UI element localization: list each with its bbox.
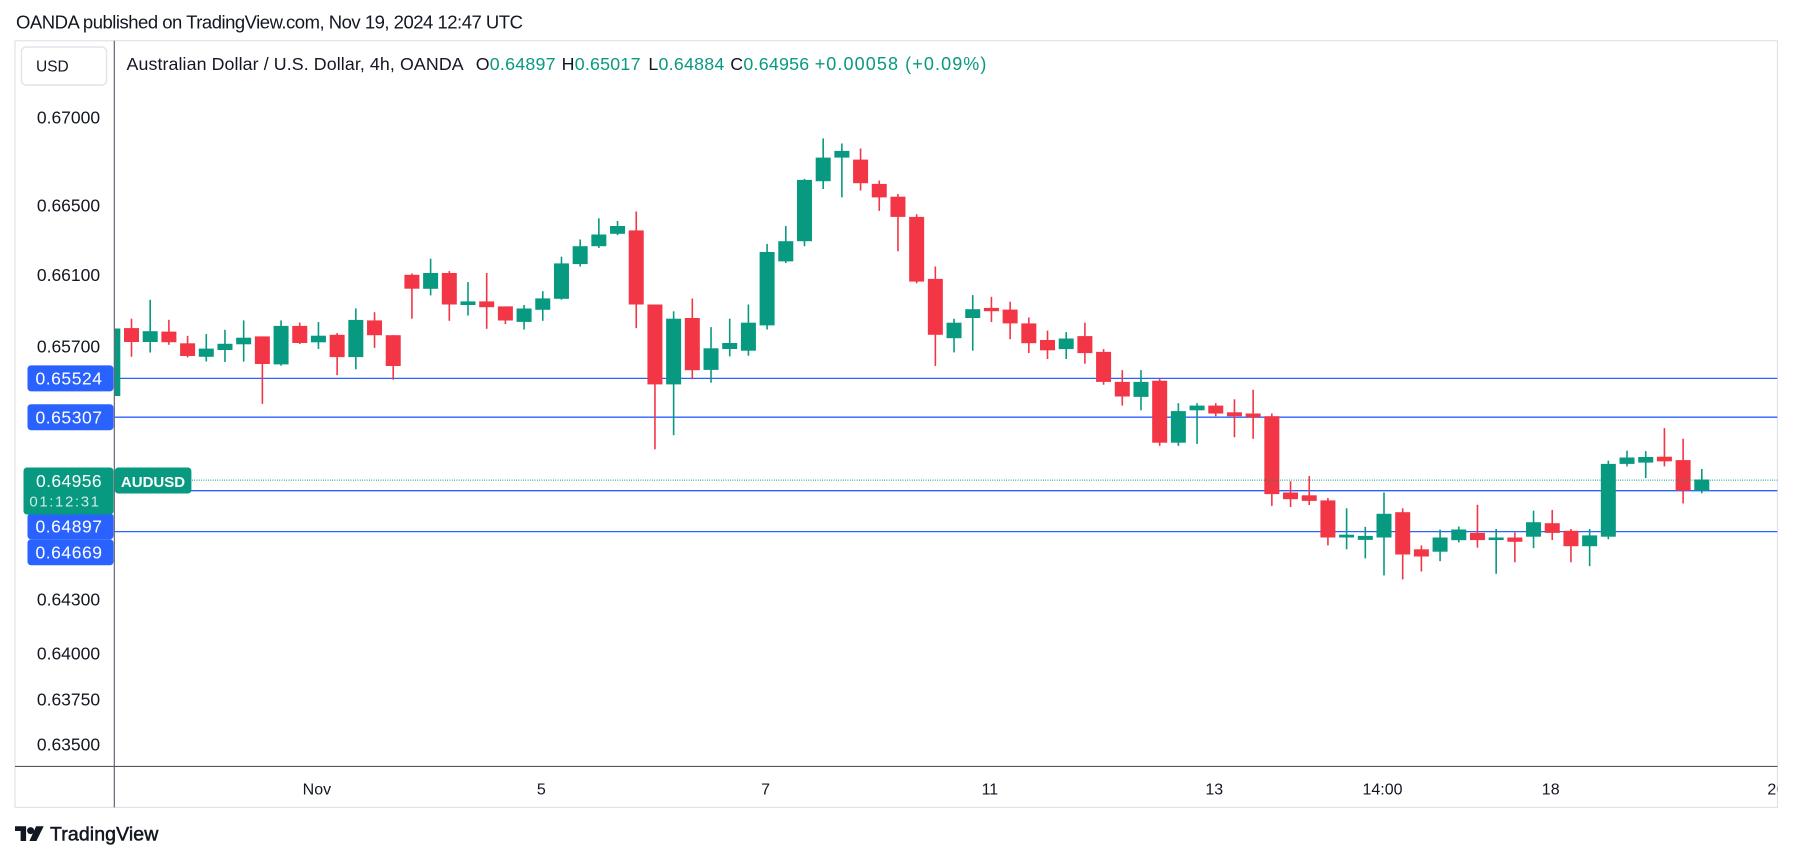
svg-text:+0.00058 (+0.09%): +0.00058 (+0.09%) <box>815 54 988 74</box>
svg-text:0.64897: 0.64897 <box>35 516 102 536</box>
svg-text:USD: USD <box>36 58 69 75</box>
svg-text:11: 11 <box>982 781 999 798</box>
svg-text:5: 5 <box>537 781 546 798</box>
svg-text:0.63500: 0.63500 <box>37 735 101 755</box>
svg-text:7: 7 <box>761 781 770 798</box>
svg-text:0.65700: 0.65700 <box>37 337 101 357</box>
svg-text:AUDUSD: AUDUSD <box>121 474 185 491</box>
svg-text:0.64956: 0.64956 <box>36 471 102 491</box>
svg-text:0.63750: 0.63750 <box>37 690 101 710</box>
svg-text:Nov: Nov <box>303 781 331 798</box>
svg-text:TradingView: TradingView <box>50 823 159 845</box>
svg-text:14:00: 14:00 <box>1362 781 1402 798</box>
svg-text:OANDA published on TradingView: OANDA published on TradingView.com, Nov … <box>16 11 523 32</box>
svg-text:Australian Dollar / U.S. Dolla: Australian Dollar / U.S. Dollar, 4h, OAN… <box>127 54 464 74</box>
svg-text:0.67000: 0.67000 <box>37 108 101 128</box>
svg-text:0.65307: 0.65307 <box>35 407 102 427</box>
svg-text:L0.64884: L0.64884 <box>648 54 724 74</box>
svg-text:H0.65017: H0.65017 <box>562 54 641 74</box>
svg-text:01:12:31: 01:12:31 <box>29 494 100 511</box>
svg-text:18: 18 <box>1542 781 1560 798</box>
svg-text:0.66100: 0.66100 <box>37 265 101 285</box>
svg-text:0.65524: 0.65524 <box>35 369 102 389</box>
svg-text:0.64300: 0.64300 <box>37 590 101 610</box>
svg-text:0.64669: 0.64669 <box>35 542 102 562</box>
svg-text:O0.64897: O0.64897 <box>476 54 556 74</box>
svg-text:0.64000: 0.64000 <box>37 644 101 664</box>
svg-text:20: 20 <box>1767 781 1785 798</box>
svg-text:13: 13 <box>1205 781 1223 798</box>
svg-text:0.66500: 0.66500 <box>37 195 101 215</box>
svg-text:C0.64956: C0.64956 <box>730 54 809 74</box>
